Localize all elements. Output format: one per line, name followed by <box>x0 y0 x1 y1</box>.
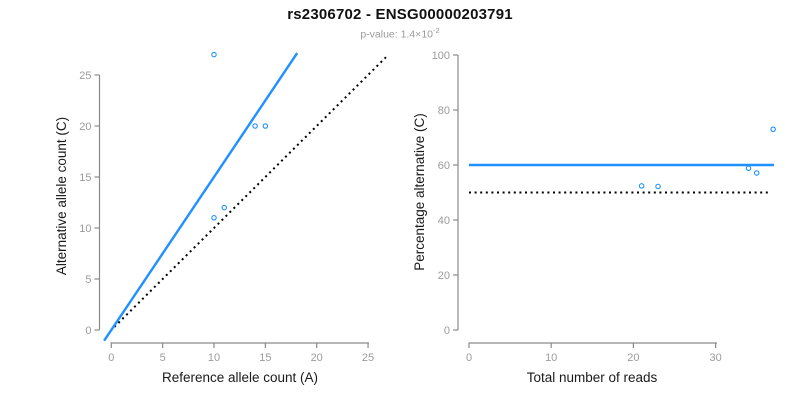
data-point <box>221 204 228 211</box>
x-axis-tick-label: 20 <box>627 352 639 364</box>
figure-subtitle-pvalue: p-value: 1.4×10-2 <box>0 26 800 41</box>
x-axis-tick-label: 0 <box>108 352 114 364</box>
y-axis-tick-label: 100 <box>432 50 450 62</box>
y-axis-tick-label: 5 <box>85 274 91 286</box>
data-point <box>211 51 217 58</box>
x-axis-tick-label: 15 <box>259 352 271 364</box>
y-axis-tick-label: 25 <box>79 70 91 82</box>
y-axis-title: Alternative allele count (C) <box>54 117 69 275</box>
data-point <box>745 165 752 172</box>
x-axis-tick-label: 10 <box>208 352 220 364</box>
y-axis-tick-label: 20 <box>79 121 91 133</box>
x-axis-tick-label: 20 <box>311 352 323 364</box>
right-chart-percentage-reads: 0 10 20 30 0 20 40 60 80 100 Total number of reads… <box>412 50 776 385</box>
data-point <box>770 126 776 133</box>
data-point <box>753 170 760 176</box>
y-axis-tick-label: 0 <box>85 325 91 337</box>
x-axis-tick-label: 5 <box>160 352 166 364</box>
pvalue-exponent: -2 <box>433 26 440 35</box>
y-axis-tick-label: 10 <box>79 223 91 235</box>
x-axis-title: Total number of reads <box>527 370 658 385</box>
figure-title: rs2306702 - ENSG00000203791 <box>287 6 513 23</box>
data-point <box>655 183 661 190</box>
y-axis-tick-label: 60 <box>438 160 450 172</box>
data-point <box>211 215 217 221</box>
data-point <box>252 123 258 129</box>
y-axis-tick-label: 40 <box>438 215 450 227</box>
x-axis-tick-label: 25 <box>362 352 374 364</box>
data-point <box>638 183 645 189</box>
fitted-ratio-line <box>103 52 299 342</box>
identity-line <box>113 54 389 328</box>
x-axis-tick-label: 30 <box>709 352 721 364</box>
pvalue-text: p-value: 1.4×10 <box>360 28 433 41</box>
y-axis-tick-label: 15 <box>79 172 91 184</box>
x-axis-tick-label: 0 <box>466 352 472 364</box>
y-axis-tick-label: 80 <box>438 105 450 117</box>
y-axis-tick-label: 0 <box>444 325 450 337</box>
y-axis-tick-label: 20 <box>438 270 450 282</box>
data-point <box>262 123 269 129</box>
y-axis-title: Percentage alternative (C) <box>412 113 427 271</box>
left-chart-allele-counts: 0 5 10 15 20 25 0 5 10 15 20 25 Reference allele cou… <box>54 51 389 385</box>
x-axis-title: Reference allele count (A) <box>162 370 318 385</box>
x-axis-tick-label: 10 <box>545 352 557 364</box>
